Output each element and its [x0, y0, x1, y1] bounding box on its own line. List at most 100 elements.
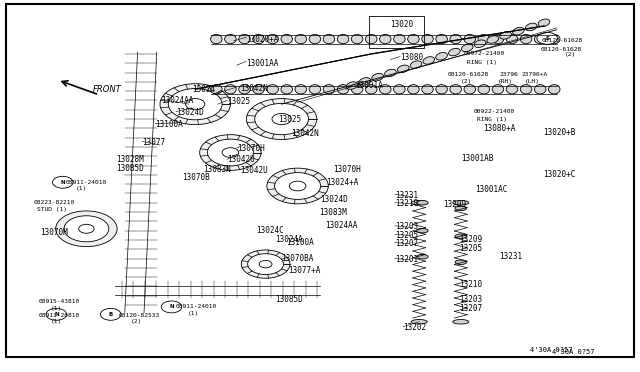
- Ellipse shape: [412, 201, 428, 205]
- Ellipse shape: [436, 85, 447, 94]
- Text: 13042N: 13042N: [240, 84, 268, 93]
- Ellipse shape: [538, 19, 550, 26]
- Ellipse shape: [461, 44, 473, 52]
- Circle shape: [272, 113, 291, 125]
- Text: 13209: 13209: [444, 200, 467, 209]
- Ellipse shape: [253, 85, 264, 94]
- Ellipse shape: [453, 320, 468, 324]
- Ellipse shape: [394, 85, 405, 94]
- Text: 13042U: 13042U: [227, 155, 255, 164]
- Ellipse shape: [380, 85, 391, 94]
- Ellipse shape: [449, 48, 460, 56]
- Text: 13083M: 13083M: [319, 208, 346, 217]
- Ellipse shape: [385, 69, 396, 77]
- Text: 13070M: 13070M: [40, 228, 67, 237]
- Circle shape: [56, 211, 117, 247]
- Ellipse shape: [351, 85, 363, 94]
- Ellipse shape: [500, 32, 511, 39]
- Ellipse shape: [211, 85, 222, 94]
- Ellipse shape: [487, 36, 499, 43]
- Circle shape: [52, 176, 73, 188]
- Ellipse shape: [478, 85, 490, 94]
- Text: 13070BA: 13070BA: [282, 254, 314, 263]
- Ellipse shape: [346, 82, 358, 89]
- Bar: [369, 16, 424, 48]
- Text: 13001A: 13001A: [355, 81, 383, 90]
- Text: 13024D: 13024D: [320, 195, 348, 203]
- Ellipse shape: [534, 85, 546, 94]
- Ellipse shape: [412, 320, 428, 324]
- Text: 13024C: 13024C: [256, 226, 284, 235]
- Text: 13028M: 13028M: [116, 155, 144, 164]
- Ellipse shape: [520, 85, 532, 94]
- Text: 13020+A: 13020+A: [246, 35, 279, 44]
- Text: 13100A: 13100A: [286, 238, 314, 247]
- Text: 08911-20810: 08911-20810: [38, 313, 79, 318]
- Text: 13231: 13231: [499, 252, 522, 261]
- Text: 13020: 13020: [390, 20, 413, 29]
- Circle shape: [248, 254, 284, 275]
- Circle shape: [160, 84, 230, 125]
- Text: 13042U: 13042U: [240, 166, 268, 174]
- Ellipse shape: [506, 35, 518, 44]
- Text: 130B5D: 130B5D: [116, 164, 144, 173]
- Circle shape: [259, 260, 272, 268]
- Ellipse shape: [394, 35, 405, 44]
- Text: 13024+A: 13024+A: [326, 178, 359, 187]
- Text: 23796: 23796: [499, 72, 518, 77]
- Ellipse shape: [464, 85, 476, 94]
- Ellipse shape: [417, 201, 428, 205]
- Text: 13202: 13202: [403, 323, 426, 332]
- Ellipse shape: [239, 35, 250, 44]
- Ellipse shape: [548, 85, 560, 94]
- Text: 4'30A 0?57: 4'30A 0?57: [552, 349, 594, 355]
- Ellipse shape: [525, 23, 537, 31]
- Text: 00922-21400: 00922-21400: [474, 109, 515, 114]
- Text: 13085D: 13085D: [275, 295, 303, 304]
- Ellipse shape: [492, 35, 504, 44]
- Text: N: N: [169, 304, 174, 310]
- Text: 0B120-61628: 0B120-61628: [542, 38, 583, 43]
- Ellipse shape: [225, 85, 236, 94]
- Text: 13020+B: 13020+B: [543, 128, 575, 137]
- Text: 13205: 13205: [395, 231, 418, 240]
- Circle shape: [100, 308, 121, 320]
- Ellipse shape: [267, 35, 278, 44]
- Text: (1): (1): [51, 319, 63, 324]
- Ellipse shape: [281, 85, 292, 94]
- Circle shape: [537, 32, 557, 44]
- Circle shape: [289, 181, 306, 191]
- Ellipse shape: [478, 35, 490, 44]
- Circle shape: [255, 103, 308, 135]
- Circle shape: [275, 173, 321, 199]
- Text: 13077: 13077: [142, 138, 165, 147]
- Ellipse shape: [267, 85, 278, 94]
- Ellipse shape: [309, 35, 321, 44]
- Ellipse shape: [365, 35, 377, 44]
- Ellipse shape: [408, 85, 419, 94]
- Circle shape: [207, 139, 253, 166]
- Text: 13231: 13231: [395, 191, 418, 200]
- Circle shape: [168, 89, 222, 120]
- Text: 13024AA: 13024AA: [325, 221, 358, 230]
- Circle shape: [246, 99, 317, 140]
- Ellipse shape: [548, 35, 560, 44]
- Circle shape: [161, 301, 182, 313]
- Text: 13207: 13207: [395, 239, 418, 248]
- Text: N: N: [54, 312, 59, 317]
- Text: 13025: 13025: [278, 115, 301, 124]
- Text: 13024: 13024: [192, 85, 215, 94]
- Text: 13201: 13201: [395, 255, 418, 264]
- Text: (1): (1): [76, 186, 87, 191]
- Text: 23796+A: 23796+A: [522, 72, 548, 77]
- Text: (RH): (RH): [498, 78, 513, 84]
- Text: 13001AC: 13001AC: [475, 185, 508, 194]
- Ellipse shape: [323, 35, 335, 44]
- Text: 08120-61628: 08120-61628: [541, 46, 582, 52]
- Ellipse shape: [380, 35, 391, 44]
- Text: (2): (2): [564, 52, 576, 57]
- Text: (LH): (LH): [525, 78, 540, 84]
- Ellipse shape: [253, 35, 264, 44]
- Text: 13209: 13209: [460, 235, 483, 244]
- Text: 13210: 13210: [460, 280, 483, 289]
